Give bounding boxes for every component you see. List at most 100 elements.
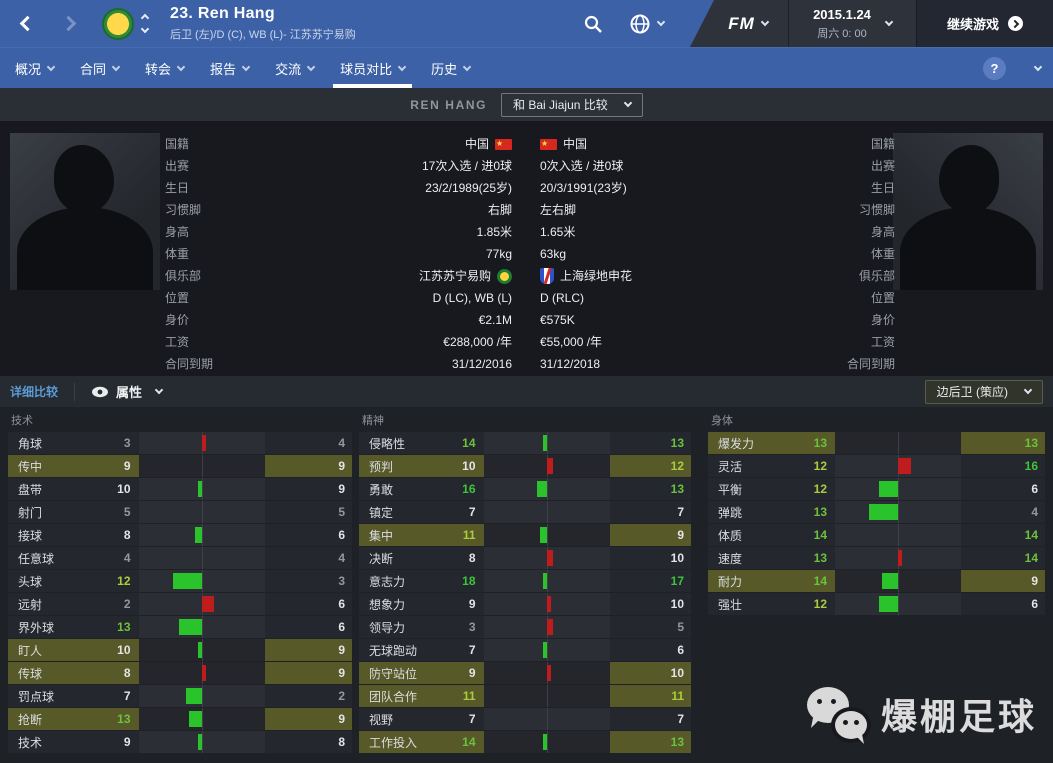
comparison-bar xyxy=(483,570,610,592)
view-dropdown[interactable]: 属性 xyxy=(91,382,164,401)
attribute-label: 抢断 xyxy=(18,712,43,727)
attribute-group-title: 精神 xyxy=(361,415,384,427)
attribute-label: 爆发力 xyxy=(718,436,755,451)
value-text: D (LC), WB (L) xyxy=(432,291,512,305)
advantage-bar-player2 xyxy=(546,596,551,612)
comparison-bar xyxy=(483,731,610,753)
tab-label: 转会 xyxy=(145,61,172,77)
entity-switcher[interactable] xyxy=(140,13,150,34)
player2-attribute-value: 9 xyxy=(338,712,345,726)
attribute-group-3: 身体 爆发力 13 13 灵活 12 16 平衡 12 6 弹跳 13 4 体质 14 14 速度 13 14 耐力 1… xyxy=(708,411,1045,754)
chevron-down-icon xyxy=(140,24,150,34)
advantage-bar-player1 xyxy=(869,504,898,520)
player1-attribute-value: 10 xyxy=(117,643,131,657)
attribute-row: 意志力 18 17 xyxy=(358,570,691,592)
bar-center-line xyxy=(546,685,548,707)
back-icon[interactable] xyxy=(19,15,36,32)
info-row: 身高 1.85米 1.65米 身高 xyxy=(165,221,895,243)
comparison-bar xyxy=(835,547,961,569)
advantage-bar-player1 xyxy=(172,573,202,589)
chevron-down-icon[interactable] xyxy=(1033,62,1043,71)
info-label: 体重 xyxy=(870,247,895,261)
player2-info-cell: ★ 中国 国籍 xyxy=(540,133,895,155)
info-label: 俱乐部 xyxy=(858,269,895,283)
navbar-right: ? xyxy=(983,48,1043,88)
player2-attribute-value: 9 xyxy=(677,528,685,542)
player2-value: ★ 中国 xyxy=(540,133,587,155)
attribute-label: 弹跳 xyxy=(718,505,743,520)
chevron-down-icon xyxy=(656,17,666,27)
attribute-row: 角球 3 4 xyxy=(8,432,352,454)
player2-info-cell: 63kg 体重 xyxy=(540,243,895,265)
player2-attribute-value: 9 xyxy=(1031,574,1038,588)
player1-attribute-value: 12 xyxy=(813,482,827,496)
tab-概况[interactable]: 概况 xyxy=(2,48,67,88)
player1-attribute-value: 18 xyxy=(462,574,476,588)
tab-转会[interactable]: 转会 xyxy=(132,48,197,88)
continue-button[interactable]: 继续游戏 xyxy=(916,0,1053,47)
player2-value: D (RLC) xyxy=(540,287,584,309)
bar-center-line xyxy=(201,455,203,477)
player1-attribute-value: 8 xyxy=(123,666,131,680)
player1-attribute-value: 8 xyxy=(123,528,131,542)
attribute-label: 侵略性 xyxy=(368,436,405,451)
comparison-bar xyxy=(483,616,610,638)
attribute-label: 工作投入 xyxy=(368,735,417,750)
tab-报告[interactable]: 报告 xyxy=(197,48,262,88)
comparison-bar xyxy=(483,662,610,684)
info-label: 位置 xyxy=(870,291,895,305)
tab-球员对比[interactable]: 球员对比 xyxy=(327,48,418,88)
player1-attribute-value: 4 xyxy=(123,551,131,565)
continue-label: 继续游戏 xyxy=(946,17,999,32)
value-text: D (RLC) xyxy=(540,291,584,305)
player2-attribute-value: 14 xyxy=(1024,528,1038,542)
role-dropdown[interactable]: 边后卫 (策应) xyxy=(924,379,1043,404)
player2-photo xyxy=(893,133,1043,290)
comparison-bar xyxy=(835,478,961,500)
advantage-bar-player2 xyxy=(546,619,553,635)
player2-attribute-value: 17 xyxy=(670,574,685,588)
player1-attribute-value: 10 xyxy=(117,482,131,496)
comparison-bar xyxy=(138,478,265,500)
comparison-bar xyxy=(483,455,610,477)
player1-attribute-value: 2 xyxy=(123,597,131,611)
compare-with-dropdown[interactable]: 和 Bai Jiajun 比较 xyxy=(501,92,643,117)
tab-label: 概况 xyxy=(15,61,42,77)
comparison-bar xyxy=(483,593,610,615)
value-text: 63kg xyxy=(540,247,567,261)
player2-value: €575K xyxy=(540,309,575,331)
attribute-row: 强壮 12 6 xyxy=(708,593,1045,615)
info-row: 体重 77kg 63kg 体重 xyxy=(165,243,895,265)
attribute-row: 决断 8 10 xyxy=(358,547,691,569)
player2-attribute-value: 6 xyxy=(338,597,345,611)
attribute-row: 传中 9 9 xyxy=(8,455,352,477)
player1-value: 中国 ★ xyxy=(465,133,512,155)
tab-历史[interactable]: 历史 xyxy=(418,48,483,88)
info-row: 习惯脚 右脚 左右脚 习惯脚 xyxy=(165,199,895,221)
player2-attribute-value: 14 xyxy=(1024,551,1038,565)
player-title-block: 23. Ren Hang 后卫 (左)/D (C), WB (L)- 江苏苏宁易… xyxy=(170,5,356,42)
game-date-menu[interactable]: 2015.1.24 周六 0: 00 xyxy=(788,0,916,47)
tab-合同[interactable]: 合同 xyxy=(67,48,132,88)
attribute-row: 团队合作 11 11 xyxy=(358,685,691,707)
player2-attribute-value: 11 xyxy=(671,689,685,703)
attribute-label: 射门 xyxy=(18,505,43,520)
club-badge-icon[interactable] xyxy=(102,7,134,40)
help-button[interactable]: ? xyxy=(983,56,1006,80)
player2-value: 左右脚 xyxy=(540,199,576,221)
fm-menu[interactable]: FM xyxy=(690,0,788,47)
advantage-bar-player1 xyxy=(542,435,547,451)
chevron-down-icon xyxy=(306,62,316,71)
comparison-bar xyxy=(835,570,961,592)
player2-attribute-value: 4 xyxy=(338,551,345,565)
player1-attribute-value: 14 xyxy=(462,735,476,749)
world-menu[interactable] xyxy=(629,0,666,47)
tab-交流[interactable]: 交流 xyxy=(262,48,327,88)
detailed-compare-link[interactable]: 详细比较 xyxy=(10,385,59,399)
search-icon[interactable] xyxy=(583,0,603,47)
comparison-bar xyxy=(835,501,961,523)
player2-info-cell: 1.65米 身高 xyxy=(540,221,895,243)
bar-center-line xyxy=(546,570,548,592)
forward-icon[interactable] xyxy=(60,15,77,32)
player2-attribute-value: 9 xyxy=(338,459,345,473)
